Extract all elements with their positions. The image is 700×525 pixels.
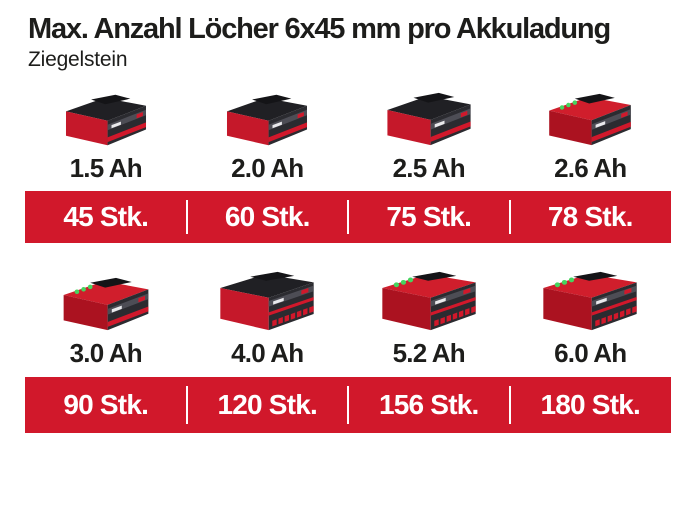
battery-large-redtop-icon bbox=[370, 267, 488, 335]
battery-row-2 bbox=[25, 266, 671, 335]
battery-small-redtop-icon bbox=[538, 89, 642, 150]
capacity-label: 5.2 Ah bbox=[392, 338, 466, 368]
count-label: 60 Stk. bbox=[224, 201, 310, 232]
battery-row-1 bbox=[25, 88, 671, 150]
battery-cell bbox=[187, 267, 349, 335]
capacity-label: 3.0 Ah bbox=[69, 338, 143, 368]
header: Max. Anzahl Löcher 6x45 mm pro Akkuladun… bbox=[28, 12, 688, 72]
count-cell: 60 Stk. bbox=[187, 191, 349, 243]
battery-large-dark-icon bbox=[208, 267, 326, 335]
battery-cell bbox=[25, 273, 187, 335]
count-label: 90 Stk. bbox=[63, 389, 149, 420]
battery-cell bbox=[510, 89, 672, 150]
capacity-labels-row-2: 3.0 Ah 4.0 Ah 5.2 Ah 6.0 Ah bbox=[25, 334, 671, 374]
battery-small-redtop-icon bbox=[52, 273, 160, 335]
divider bbox=[508, 200, 511, 234]
capacity-label: 2.6 Ah bbox=[554, 153, 627, 183]
page-title: Max. Anzahl Löcher 6x45 mm pro Akkuladun… bbox=[28, 13, 611, 45]
page-subtitle: Ziegelstein bbox=[28, 48, 128, 71]
count-cell: 156 Stk. bbox=[348, 377, 510, 433]
capacity-label: 4.0 Ah bbox=[231, 338, 304, 368]
battery-cell bbox=[25, 90, 187, 150]
battery-cell bbox=[510, 267, 672, 335]
battery-large-redtop-icon bbox=[531, 267, 649, 335]
count-label: 120 Stk. bbox=[217, 389, 318, 420]
capacity-label: 6.0 Ah bbox=[554, 338, 627, 368]
capacity-label: 2.0 Ah bbox=[231, 153, 304, 183]
count-cell: 90 Stk. bbox=[25, 377, 187, 433]
battery-cell bbox=[187, 90, 349, 150]
capacity-label: 1.5 Ah bbox=[69, 153, 143, 183]
divider bbox=[185, 386, 188, 424]
count-label: 75 Stk. bbox=[386, 201, 472, 232]
count-label: 156 Stk. bbox=[379, 389, 479, 420]
count-cell: 75 Stk. bbox=[348, 191, 510, 243]
battery-small-dark-icon bbox=[55, 90, 157, 150]
count-cell: 120 Stk. bbox=[187, 377, 349, 433]
count-cell: 45 Stk. bbox=[25, 191, 187, 243]
count-bar-1: 45 Stk. 60 Stk. 75 Stk. 78 Stk. bbox=[25, 191, 671, 243]
count-label: 180 Stk. bbox=[540, 389, 641, 420]
capacity-labels-row-1: 1.5 Ah 2.0 Ah 2.5 Ah 2.6 Ah bbox=[25, 149, 671, 187]
capacity-label: 2.5 Ah bbox=[392, 153, 466, 183]
count-cell: 180 Stk. bbox=[510, 377, 672, 433]
battery-cell bbox=[348, 267, 510, 335]
divider bbox=[347, 200, 349, 234]
battery-cell bbox=[348, 88, 510, 150]
count-bar-2: 90 Stk. 120 Stk. 156 Stk. 180 Stk. bbox=[25, 377, 671, 433]
divider bbox=[185, 200, 188, 234]
battery-small-dark-icon bbox=[376, 88, 482, 150]
count-label: 45 Stk. bbox=[63, 201, 149, 232]
divider bbox=[508, 386, 511, 424]
battery-small-dark-icon bbox=[216, 90, 318, 150]
divider bbox=[347, 386, 349, 424]
count-label: 78 Stk. bbox=[547, 201, 633, 232]
count-cell: 78 Stk. bbox=[510, 191, 672, 243]
